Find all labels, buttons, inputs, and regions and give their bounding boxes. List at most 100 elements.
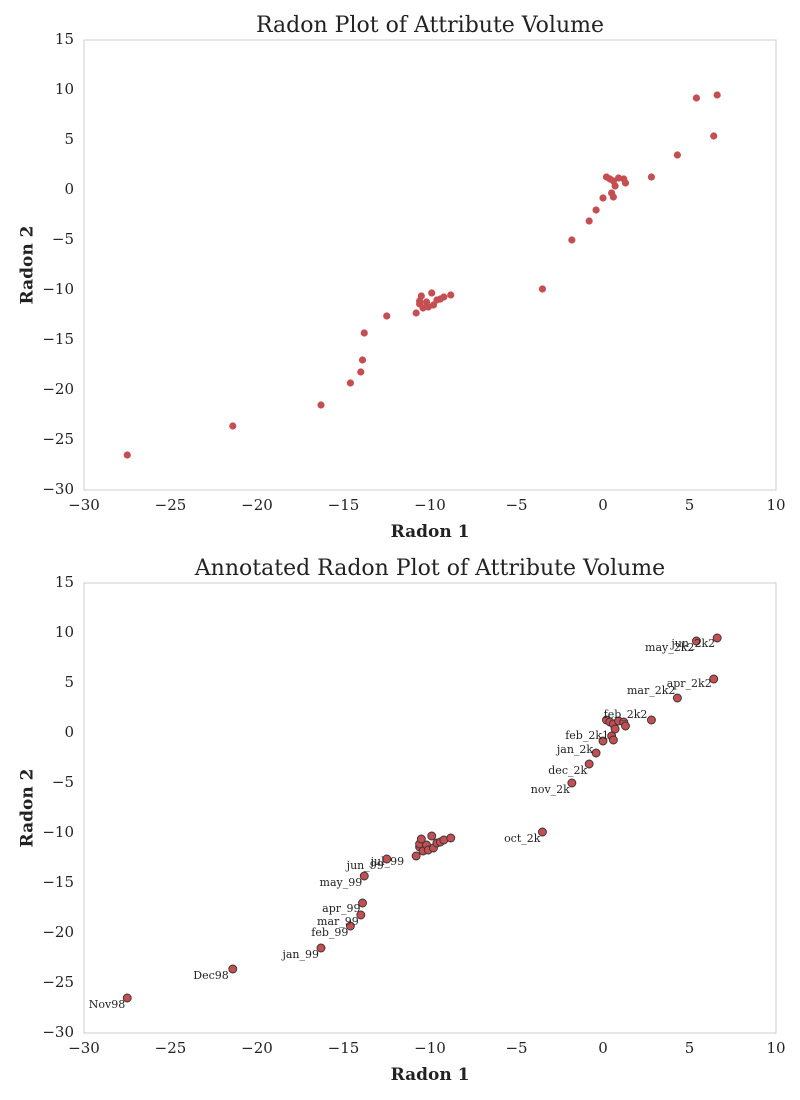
data-point [382,854,392,864]
x-tick-label: −5 [505,1039,527,1057]
x-tick-label: −25 [155,1039,187,1057]
y-tick-label: −15 [42,330,74,348]
data-point [229,422,237,430]
y-tick-label: 0 [64,723,74,741]
data-point [647,173,656,181]
point-label: apr_2k2 [667,677,712,690]
y-tick-label: 5 [64,673,74,691]
data-point [592,206,600,214]
data-point [429,301,438,309]
data-point [446,833,456,843]
data-point [713,91,721,99]
data-point [584,759,594,769]
x-tick-label: −25 [155,496,187,514]
data-point [383,312,391,320]
data-point [447,291,455,299]
chart-panel-1: Radon Plot of Attribute Volume Radon 1 Rad… [18,13,786,542]
y-tick-label: 15 [55,573,74,591]
point-label: feb_2k2 [604,708,648,721]
x-tick-label: 10 [766,496,785,514]
point-label: may_99 [320,876,363,889]
y-tick-label: −20 [42,923,74,941]
x-tick-label: −5 [505,496,527,514]
data-point [611,182,619,190]
y-tick-label: −5 [52,230,74,248]
data-point [359,871,369,881]
point-label: Nov98 [89,998,125,1011]
point-label: jun_99 [345,859,384,872]
y-tick-label: −25 [42,430,74,448]
data-point [412,309,420,317]
x-tick-label: −30 [68,1039,100,1057]
data-point [356,910,366,920]
data-point [538,285,547,293]
data-point [709,674,719,684]
x-tick-label: −15 [328,496,360,514]
data-point [346,379,355,387]
data-point [585,217,593,225]
data-point [360,329,368,337]
x-tick-label: −20 [241,1039,273,1057]
data-point [417,292,425,300]
data-point [428,289,436,297]
data-point [598,736,608,746]
data-point [358,898,367,908]
y-tick-label: −10 [42,280,74,298]
x-tick-label: −10 [414,496,446,514]
chart-title: Annotated Radon Plot of Attribute Volume [194,556,665,581]
data-point [427,831,437,841]
data-point [610,724,620,734]
data-point [122,993,132,1003]
point-label: jun_2k2 [669,637,715,650]
data-point [710,132,718,140]
point-label: oct_2k [504,832,541,845]
data-point [123,451,131,459]
y-tick-label: −15 [42,873,74,891]
x-tick-label: −30 [68,496,100,514]
plot-area [83,582,777,1034]
chart-title: Radon Plot of Attribute Volume [256,13,604,38]
point-label: feb_2k1 [565,729,609,742]
data-point [567,778,577,788]
data-point [538,827,547,837]
data-point [416,834,426,844]
data-point [358,356,367,364]
x-tick-label: 5 [685,1039,695,1057]
y-tick-label: −5 [52,773,74,791]
data-point [440,293,448,301]
data-point [673,151,681,159]
x-tick-label: 0 [598,1039,608,1057]
x-tick-label: 0 [598,496,608,514]
point-label: jan_99 [280,948,319,961]
point-label: mar_2k2 [627,684,675,697]
data-point [621,179,630,187]
data-point [316,943,326,953]
x-tick-label: 5 [685,496,695,514]
data-point [712,633,722,643]
data-point [692,94,701,102]
point-label: dec_2k [548,764,587,777]
y-tick-label: −10 [42,823,74,841]
data-point [357,368,365,376]
y-tick-label: −30 [42,1023,74,1041]
data-point [591,748,601,758]
data-point [646,715,656,725]
point-label: may_2k2 [645,641,694,654]
x-tick-label: −20 [241,496,273,514]
y-tick-label: 5 [64,130,74,148]
y-tick-label: 15 [55,30,74,48]
y-tick-label: −20 [42,380,74,398]
data-point [599,194,607,202]
point-label: nov_2k [531,783,570,796]
data-point [411,851,421,861]
point-label: apr_99 [322,902,360,915]
y-tick-label: 10 [55,80,74,98]
x-axis-label: Radon 1 [391,522,470,542]
y-tick-label: −25 [42,973,74,991]
y-tick-label: −30 [42,480,74,498]
y-tick-label: 10 [55,623,74,641]
chart-panel-2: Annotated Radon Plot of Attribute Volume… [18,556,786,1085]
data-point [317,401,325,409]
